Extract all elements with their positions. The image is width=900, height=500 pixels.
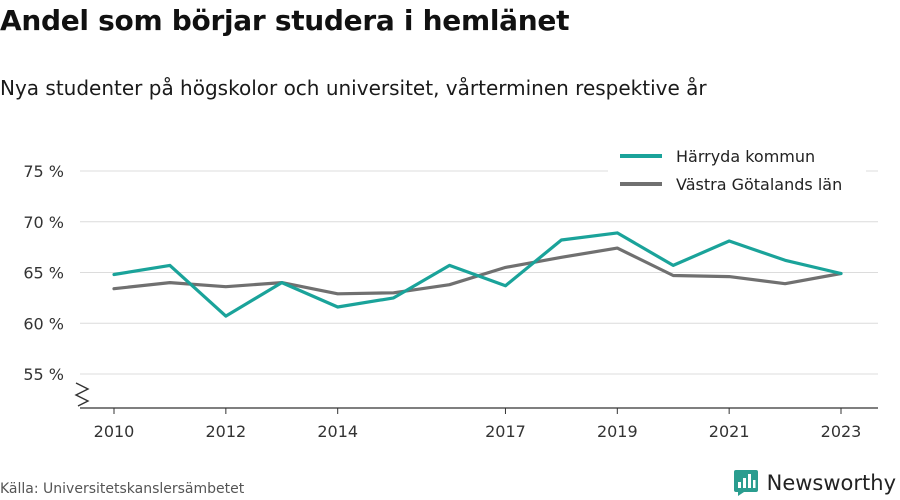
line-chart: 55 % 60 % 65 % 70 % 75 % 2010 2012 2014 2017 2019… <box>23 138 878 441</box>
x-tick-label: 2012 <box>205 422 246 441</box>
series-line <box>112 231 843 318</box>
x-tick-label: 2023 <box>821 422 862 441</box>
legend-label: Västra Götalands län <box>676 175 842 194</box>
y-tick-label: 55 % <box>23 365 64 384</box>
brand-name: Newsworthy <box>766 471 896 495</box>
chart-title: Andel som börjar studera i hemlänet <box>0 4 570 37</box>
brand-logo: Newsworthy <box>733 468 896 498</box>
source-note: Källa: Universitetskanslersämbetet <box>0 481 245 497</box>
bar-chart-icon <box>733 470 758 496</box>
axis-break-mark <box>74 382 90 407</box>
x-tick-label: 2021 <box>709 422 750 441</box>
legend-label: Härryda kommun <box>676 147 815 166</box>
x-tick-label: 2010 <box>94 422 135 441</box>
legend-background <box>608 138 866 202</box>
x-tick-label: 2017 <box>485 422 526 441</box>
series-line <box>112 246 843 296</box>
y-tick-label: 60 % <box>23 314 64 333</box>
x-tick-label: 2014 <box>317 422 358 441</box>
x-tick-label: 2019 <box>597 422 638 441</box>
chart-subtitle: Nya studenter på högskolor och universit… <box>0 76 707 100</box>
y-tick-label: 65 % <box>23 264 64 283</box>
y-tick-label: 75 % <box>23 162 64 181</box>
y-tick-label: 70 % <box>23 213 64 232</box>
